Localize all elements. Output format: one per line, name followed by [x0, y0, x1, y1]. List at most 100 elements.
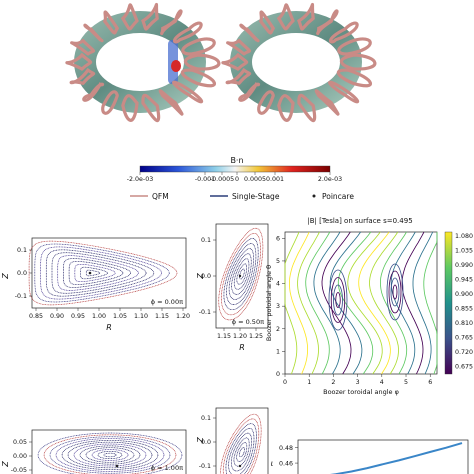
coil-loop — [83, 23, 104, 43]
poincare-plot-bottom-mid: 0.1 0.0 -0.1 Z — [196, 407, 269, 474]
coil-loop — [141, 3, 159, 31]
bn-colorbar: B·n -2.0e-03 -0.001-0.0005 0 0.0005 0.001 2.0… — [127, 156, 342, 183]
boozer-contour-island — [392, 284, 398, 300]
poincare-orbit — [85, 269, 101, 277]
poincare-bottom-mid-ytick: 0.1 — [201, 415, 211, 422]
poincare-orbit — [231, 253, 252, 295]
poincare-phi1-ytick: 0.00 — [13, 453, 27, 460]
poincare-phi0-ytick: -0.1 — [15, 293, 27, 300]
poincare-phi0-xtick: 0.90 — [50, 313, 64, 320]
boozer-contour-island — [388, 270, 402, 314]
poincare-orbit — [57, 255, 139, 291]
poincare-orbit — [236, 263, 247, 285]
poincare-orbit — [233, 258, 250, 290]
coil-loop — [336, 68, 373, 88]
poincare-phi0-xtick: 1.05 — [113, 313, 127, 320]
poincare-phi0-xtick: 1.10 — [134, 313, 148, 320]
boozer-contour-line — [379, 231, 408, 375]
coil-render-right — [221, 3, 377, 123]
boozer-contour-line — [412, 231, 434, 375]
poincare-bottom-mid-ytick: -0.1 — [199, 463, 211, 470]
boozer-ytick: 2 — [276, 326, 280, 333]
poincare-phi0-xtick: 1.20 — [176, 313, 190, 320]
boozer-xtick: 5 — [404, 379, 408, 386]
boozer-xlabel: Boozer toroidal angle φ — [323, 388, 399, 396]
poincare-orbit — [228, 248, 254, 300]
boozer-xtick: 0 — [283, 379, 287, 386]
coil-loop — [316, 9, 339, 36]
coil-render-left — [65, 3, 221, 123]
poincare-bottom-mid-ylabel: Z — [196, 437, 205, 444]
poincare-orbit — [79, 445, 141, 465]
coil-loop — [65, 52, 93, 71]
coil-loop — [172, 80, 204, 104]
coil-loop — [141, 93, 161, 123]
coil-loop — [258, 10, 275, 35]
boozer-colorbar-tick: 1.080 — [455, 233, 473, 240]
poincare-bottom-mid-ytick: 0.0 — [201, 439, 211, 446]
coil-loop — [340, 53, 377, 71]
poincare-phi05-label: ϕ = 0.50π — [232, 318, 264, 326]
poincare-plot-phi05: ϕ = 0.50π 1.15 1.20 1.25 0.1 0.0 -0.1 R Z — [196, 223, 269, 352]
poincare-orbit — [220, 413, 262, 474]
bn-colorbar-tick: -0.0005 — [210, 176, 234, 183]
poincare-orbit — [233, 437, 250, 467]
boozer-colorbar-tick: 1.035 — [455, 248, 473, 255]
coil-loop — [314, 89, 340, 116]
legend: QFM Single-Stage Poincare — [130, 192, 354, 201]
boozer-xtick: 4 — [380, 379, 384, 386]
coil-loop — [328, 21, 359, 44]
poincare-orbit — [34, 243, 170, 303]
poincare-orbit — [103, 452, 117, 458]
boozer-ytick: 5 — [276, 258, 280, 265]
poincare-orbit — [238, 446, 245, 458]
boozer-contour-line — [321, 231, 352, 375]
boozer-contour-line — [423, 232, 438, 375]
poincare-orbit — [49, 436, 171, 474]
poincare-orbit — [220, 232, 261, 316]
boozer-colorbar-tick: 0.855 — [455, 306, 473, 313]
boozer-contour-island — [386, 263, 404, 321]
boozer-colorbar-tick: 0.675 — [455, 364, 473, 371]
coil-loop — [225, 67, 252, 85]
boozer-colorbar-tick: 0.945 — [455, 277, 473, 284]
boozer-title: |B| [Tesla] on surface s=0.495 — [307, 217, 412, 225]
poincare-phi0-xtick: 0.85 — [29, 313, 43, 320]
bn-colorbar-tick: 0 — [235, 176, 239, 183]
poincare-phi0-ylabel: Z — [1, 273, 10, 280]
coil-loop — [158, 89, 184, 116]
coil-loop — [277, 94, 295, 122]
poincare-phi05-xtick: 1.15 — [217, 333, 231, 340]
poincare-plot-phi0: ϕ = 0.00π 0.85 0.90 0.95 1.00 1.05 1.10 1.15 1.… — [1, 237, 190, 332]
boozer-contour-line — [401, 231, 425, 375]
coil-loop — [70, 38, 96, 56]
coil-loop — [184, 53, 221, 71]
poincare-orbit — [45, 249, 155, 297]
poincare-phi05-ytick: -0.1 — [199, 309, 211, 316]
boozer-contour-line — [347, 231, 383, 375]
poincare-orbit — [226, 243, 257, 305]
boozer-ylabel: Boozer poloidal angle θ — [265, 265, 273, 341]
poincare-orbit — [85, 447, 135, 463]
coil-loop — [160, 9, 183, 36]
poincare-phi05-ytick: 0.0 — [201, 273, 211, 280]
boozer-colorbar-tick: 0.810 — [455, 320, 473, 327]
iota-ylabel: ι — [271, 459, 274, 468]
boozer-contour-line — [329, 231, 363, 375]
coil-loop — [181, 37, 216, 56]
poincare-orbit — [97, 450, 123, 460]
iota-ytick: 0.46 — [279, 461, 293, 468]
poincare-orbit — [51, 252, 147, 294]
poincare-orbit — [63, 258, 132, 288]
coil-loop — [257, 90, 275, 115]
poincare-phi1-ytick: -0.05 — [11, 467, 27, 474]
poincare-phi0-label: ϕ = 0.00π — [151, 298, 183, 306]
boozer-ytick: 1 — [276, 348, 280, 355]
bn-colorbar-tick: 0.001 — [266, 176, 284, 183]
boozer-colorbar-tick: 0.990 — [455, 262, 473, 269]
poincare-phi05-xtick: 1.20 — [233, 333, 247, 340]
coil-loop — [120, 3, 139, 31]
coil-loop — [297, 93, 317, 123]
poincare-orbit — [230, 432, 252, 472]
boozer-contour-line — [284, 231, 300, 375]
